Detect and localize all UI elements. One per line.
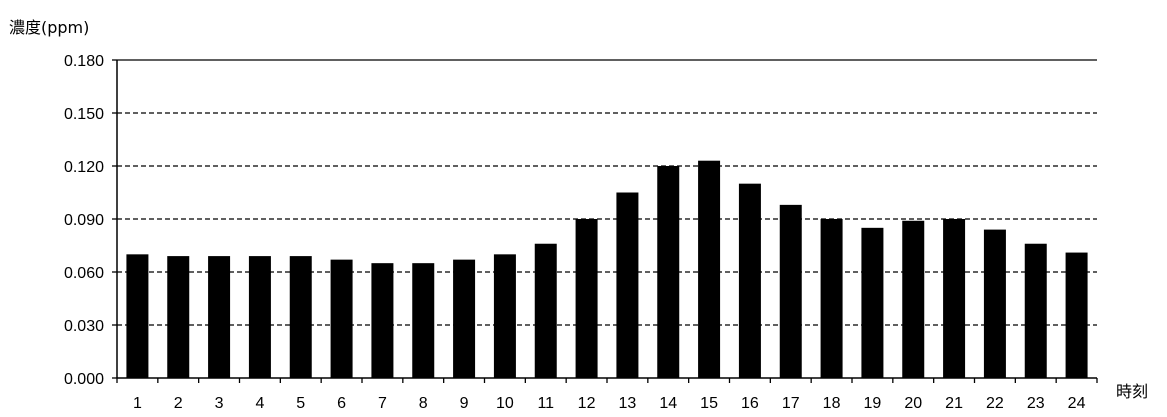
x-tick-label: 1 — [133, 395, 142, 412]
x-tick-label: 9 — [460, 395, 469, 412]
x-tick-label: 22 — [986, 395, 1004, 412]
bar — [412, 263, 435, 378]
y-tick-labels: 0.000 0.030 0.060 0.090 0.120 0.150 0.180 — [64, 53, 104, 388]
bar — [616, 192, 639, 378]
x-tick-label: 24 — [1068, 395, 1086, 412]
bar — [248, 256, 271, 378]
bar — [820, 219, 843, 378]
bar — [983, 229, 1006, 378]
y-tick-label: 0.120 — [64, 159, 104, 176]
x-tick-label: 13 — [619, 395, 637, 412]
x-tick-label: 2 — [174, 395, 183, 412]
y-tick-label: 0.180 — [64, 53, 104, 70]
bar — [902, 220, 925, 378]
x-tick-label: 10 — [496, 395, 514, 412]
y-tick-label: 0.000 — [64, 371, 104, 388]
x-tick-label: 4 — [255, 395, 264, 412]
bar — [330, 259, 353, 378]
bar — [1024, 243, 1047, 378]
x-tick-label: 19 — [864, 395, 882, 412]
bar — [534, 243, 557, 378]
x-tick-label: 7 — [378, 395, 387, 412]
gridlines — [117, 112, 1097, 326]
bar — [126, 254, 149, 378]
bar — [167, 256, 190, 378]
x-tick-label: 16 — [741, 395, 759, 412]
x-axis-title: 時刻 — [1116, 382, 1148, 401]
x-tick-label: 6 — [337, 395, 346, 412]
bar — [861, 227, 884, 378]
bar — [289, 256, 312, 378]
y-tick-label: 0.060 — [64, 265, 104, 282]
x-tick-label: 18 — [823, 395, 841, 412]
x-tick-label: 17 — [782, 395, 800, 412]
x-tick-label: 11 — [537, 395, 554, 412]
x-tick-label: 14 — [659, 395, 677, 412]
x-tick-label: 20 — [904, 395, 922, 412]
bars — [126, 160, 1088, 378]
bar — [493, 254, 516, 378]
x-tick-label: 5 — [296, 395, 305, 412]
x-tick-label: 21 — [945, 395, 963, 412]
bar — [657, 166, 680, 378]
axes — [112, 59, 1098, 383]
bar — [943, 219, 966, 378]
bar — [371, 263, 394, 378]
y-tick-label: 0.090 — [64, 212, 104, 229]
y-axis-title: 濃度(ppm) — [9, 18, 89, 37]
x-tick-label: 8 — [419, 395, 428, 412]
x-tick-label: 12 — [578, 395, 596, 412]
x-tick-label: 3 — [215, 395, 224, 412]
bar — [1065, 252, 1088, 378]
bar — [698, 160, 721, 378]
bar — [779, 204, 802, 378]
x-tick-label: 15 — [700, 395, 718, 412]
bar — [575, 219, 598, 378]
bar — [453, 259, 476, 378]
y-tick-label: 0.150 — [64, 106, 104, 123]
bar — [208, 256, 231, 378]
x-tick-labels: 1 2 3 4 5 6 7 8 9 10 11 12 13 14 15 16 17 18 19 20 21 22 23 24 — [133, 395, 1086, 412]
bar — [738, 183, 761, 378]
x-tick-label: 23 — [1027, 395, 1045, 412]
y-tick-label: 0.030 — [64, 318, 104, 335]
